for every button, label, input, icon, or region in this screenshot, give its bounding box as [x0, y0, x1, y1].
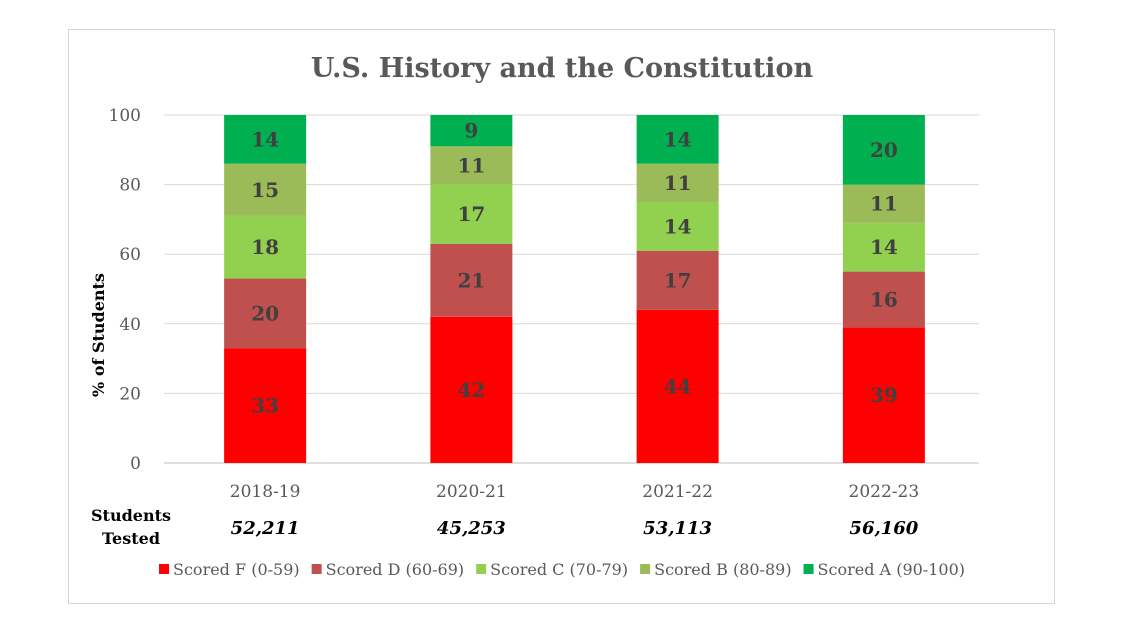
students-tested-values: 52,211 45,253 53,113 56,160	[231, 518, 919, 539]
legend-label: Scored B (80-89)	[654, 560, 791, 579]
segment-value-label: 9	[464, 119, 478, 143]
bar-segment	[224, 163, 307, 216]
bar-segment	[842, 115, 925, 185]
y-tick-label: 0	[130, 454, 141, 474]
y-tick-label: 100	[109, 106, 141, 126]
legend-swatch	[803, 564, 814, 574]
legend-label: Scored D (60-69)	[326, 560, 465, 579]
y-axis-ticks: 0 20 40 60 80 100	[109, 106, 141, 474]
legend-item: Scored F (0-59)	[159, 560, 300, 579]
students-tested-value: 56,160	[849, 518, 918, 539]
segment-value-label: 39	[870, 383, 898, 407]
bar-segment	[842, 184, 925, 223]
bar-segment	[636, 309, 719, 463]
students-tested-label-line1: Students	[91, 506, 171, 525]
segment-value-label: 20	[251, 301, 279, 325]
legend-swatch	[476, 564, 487, 574]
segment-value-label: 14	[870, 235, 898, 259]
legend-swatch	[311, 564, 322, 574]
y-tick-label: 60	[119, 245, 141, 265]
students-tested-label-line2: Tested	[102, 529, 160, 548]
students-tested-value: 53,113	[643, 518, 712, 539]
legend-label: Scored C (70-79)	[490, 560, 628, 579]
bar-segment	[842, 222, 925, 272]
stacked-bar-chart: U.S. History and the Constitution 0 20 40 6…	[89, 53, 979, 579]
segment-value-label: 11	[457, 153, 485, 177]
legend-swatch	[159, 564, 170, 574]
segment-value-label: 16	[870, 287, 898, 311]
segment-value-label: 42	[457, 378, 485, 402]
bar-segment	[842, 271, 925, 328]
bar-segment	[224, 115, 307, 164]
segment-value-label: 14	[664, 214, 692, 238]
y-axis-label: % of Students	[89, 273, 108, 397]
y-tick-label: 40	[119, 315, 141, 335]
legend: Scored F (0-59) Scored D (60-69) Scored C …	[159, 560, 965, 579]
segment-value-label: 44	[664, 374, 692, 398]
bar-segment	[430, 115, 513, 147]
legend-item: Scored C (70-79)	[476, 560, 628, 579]
bar-segment	[430, 316, 513, 463]
segment-value-label: 17	[664, 268, 692, 292]
legend-item: Scored B (80-89)	[640, 560, 792, 579]
x-axis-ticks: 2018-19 2020-21 2021-22 2022-23	[230, 482, 919, 502]
bar-segment	[842, 327, 925, 463]
segment-value-label: 11	[664, 171, 692, 195]
students-tested-value: 45,253	[437, 518, 506, 539]
segment-value-label: 14	[251, 127, 279, 151]
x-tick-label: 2018-19	[230, 482, 301, 502]
segment-value-label: 11	[870, 192, 898, 216]
legend-label: Scored F (0-59)	[173, 560, 300, 579]
bar-segment	[430, 184, 513, 244]
bars: 33 20 18 15 14 42 21 17 11 9 44 17 14 11 14 39 16 14 11 20	[224, 115, 925, 463]
bar-segment	[224, 348, 307, 463]
legend-swatch	[640, 564, 651, 574]
bar-segment	[430, 243, 513, 317]
bar-segment	[224, 278, 307, 349]
x-tick-label: 2022-23	[849, 482, 920, 502]
segment-value-label: 14	[664, 127, 692, 151]
bar-segment	[224, 215, 307, 279]
y-tick-label: 80	[119, 176, 141, 196]
x-tick-label: 2020-21	[436, 482, 507, 502]
bar-segment	[430, 146, 513, 185]
legend-item: Scored A (90-100)	[803, 560, 965, 579]
legend-label: Scored A (90-100)	[818, 560, 965, 579]
segment-value-label: 33	[251, 394, 279, 418]
bar-segment	[636, 115, 719, 164]
segment-value-label: 21	[457, 268, 485, 292]
segment-value-label: 17	[457, 202, 485, 226]
bar-segment	[636, 163, 719, 202]
segment-value-label: 15	[251, 178, 279, 202]
legend-item: Scored D (60-69)	[311, 560, 465, 579]
segment-value-label: 20	[870, 138, 898, 162]
chart-frame: U.S. History and the Constitution 0 20 40 6…	[68, 29, 1055, 604]
bar-segment	[636, 250, 719, 310]
bar-segment	[636, 202, 719, 251]
students-tested-value: 52,211	[231, 518, 300, 539]
chart-title: U.S. History and the Constitution	[311, 53, 814, 84]
x-tick-label: 2021-22	[642, 482, 713, 502]
y-tick-label: 20	[119, 384, 141, 404]
segment-value-label: 18	[251, 235, 279, 259]
